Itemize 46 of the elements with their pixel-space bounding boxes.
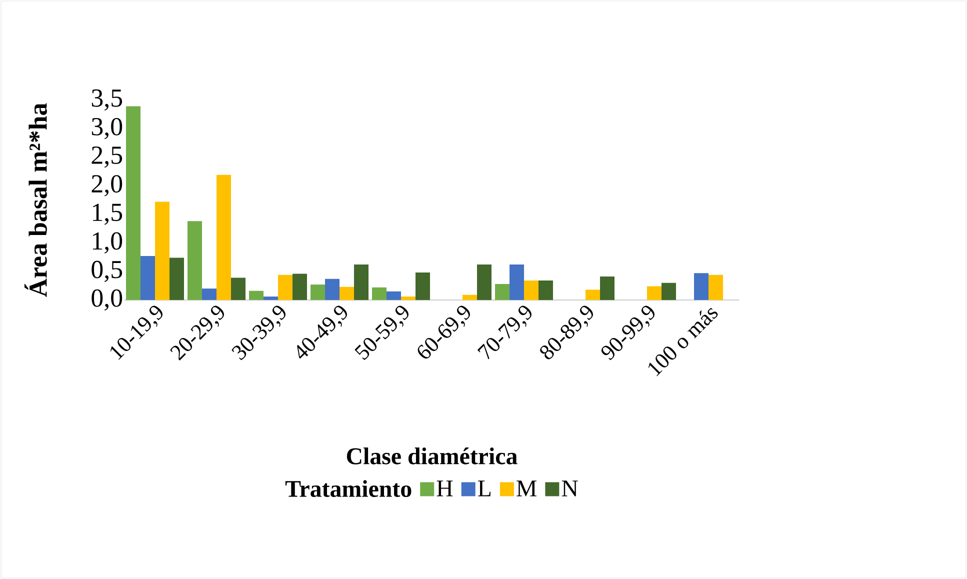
bar bbox=[292, 274, 308, 300]
legend-label: L bbox=[478, 480, 491, 496]
bar bbox=[155, 202, 170, 300]
bar bbox=[416, 272, 430, 300]
bar bbox=[524, 280, 539, 300]
bar bbox=[462, 294, 478, 300]
bar bbox=[401, 296, 416, 300]
y-tick-label: 1,0 bbox=[92, 232, 122, 254]
bar bbox=[170, 258, 184, 300]
bar bbox=[662, 282, 676, 300]
bar bbox=[538, 280, 554, 300]
bar bbox=[386, 291, 402, 300]
legend-label: N bbox=[562, 480, 578, 496]
bar bbox=[586, 290, 600, 300]
bar bbox=[694, 273, 709, 300]
y-tick-label: 1,5 bbox=[92, 204, 122, 225]
bar bbox=[249, 290, 264, 300]
bar bbox=[340, 286, 354, 300]
bar bbox=[495, 284, 510, 300]
x-axis-title: Clase diamétrica bbox=[346, 448, 518, 464]
y-tick-label: 2,5 bbox=[92, 146, 122, 168]
bar bbox=[708, 274, 724, 300]
bar bbox=[325, 278, 340, 300]
bar bbox=[372, 287, 387, 300]
bar bbox=[188, 221, 202, 300]
bar bbox=[264, 296, 278, 300]
legend-title: Tratamiento bbox=[285, 480, 412, 497]
bar bbox=[477, 264, 492, 300]
bar bbox=[600, 276, 615, 300]
bar bbox=[140, 256, 156, 300]
bar bbox=[510, 264, 524, 300]
bar bbox=[647, 286, 662, 300]
bar bbox=[310, 284, 326, 300]
y-tick-label: 0,5 bbox=[92, 260, 122, 282]
bar bbox=[354, 264, 369, 300]
y-tick-label: 3,5 bbox=[92, 89, 122, 111]
legend-label: H bbox=[436, 480, 453, 496]
y-tick-label: 2,0 bbox=[92, 175, 122, 196]
bar bbox=[126, 106, 141, 300]
legend-label: M bbox=[516, 480, 536, 496]
y-tick-label: 3,0 bbox=[92, 118, 122, 140]
bar bbox=[231, 278, 246, 300]
bar bbox=[202, 288, 217, 300]
y-axis-title: Área basal m²*ha bbox=[24, 103, 47, 297]
bar bbox=[216, 174, 232, 300]
bar bbox=[278, 274, 293, 300]
